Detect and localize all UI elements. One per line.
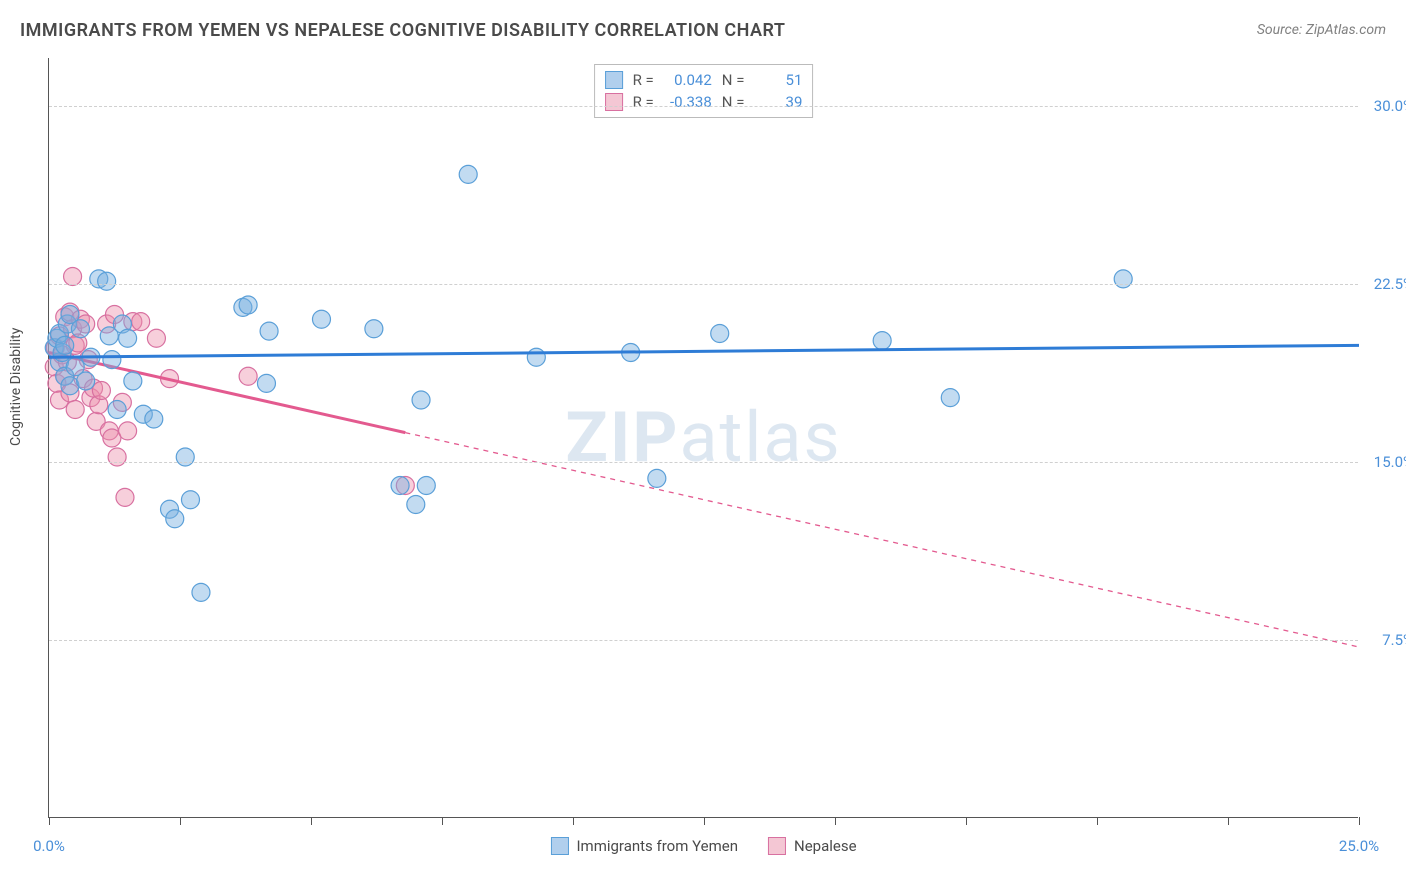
- x-tick: [704, 817, 705, 825]
- chart-container: IMMIGRANTS FROM YEMEN VS NEPALESE COGNIT…: [0, 0, 1406, 892]
- scatter-point: [119, 422, 137, 440]
- chart-title: IMMIGRANTS FROM YEMEN VS NEPALESE COGNIT…: [20, 20, 786, 41]
- scatter-point: [459, 165, 477, 183]
- scatter-point: [181, 491, 199, 509]
- gridline-h: [49, 284, 1358, 285]
- scatter-point: [711, 325, 729, 343]
- scatter-point: [119, 329, 137, 347]
- scatter-point: [239, 367, 257, 385]
- scatter-point: [92, 382, 110, 400]
- source-attribution: Source: ZipAtlas.com: [1257, 22, 1386, 38]
- y-tick-label: 30.0%: [1374, 97, 1406, 115]
- scatter-point: [77, 372, 95, 390]
- x-tick: [311, 817, 312, 825]
- x-tick: [1228, 817, 1229, 825]
- legend-series-item: Nepalese: [768, 837, 857, 855]
- x-tick: [49, 817, 50, 825]
- scatter-point: [407, 496, 425, 514]
- scatter-point: [108, 448, 126, 466]
- y-tick-label: 22.5%: [1374, 275, 1406, 293]
- legend-r-value: -0.338: [664, 93, 712, 111]
- scatter-point: [108, 401, 126, 419]
- y-tick-label: 15.0%: [1374, 453, 1406, 471]
- gridline-h: [49, 462, 1358, 463]
- scatter-point: [71, 320, 89, 338]
- scatter-point: [239, 296, 257, 314]
- y-axis-label: Cognitive Disability: [8, 328, 24, 446]
- legend-swatch: [605, 93, 623, 111]
- scatter-point: [365, 320, 383, 338]
- legend-series-label: Nepalese: [794, 837, 857, 855]
- scatter-point: [257, 374, 275, 392]
- x-tick: [180, 817, 181, 825]
- plot-area: ZIPatlas R =0.042N =51R =-0.338N =39 Imm…: [48, 58, 1358, 818]
- scatter-point: [312, 310, 330, 328]
- scatter-point: [145, 410, 163, 428]
- legend-swatch: [605, 71, 623, 89]
- plot-svg: [49, 58, 1358, 817]
- scatter-point: [417, 477, 435, 495]
- legend-series: Immigrants from Yemen Nepalese: [550, 837, 856, 855]
- scatter-point: [873, 332, 891, 350]
- legend-n-value: 51: [754, 71, 802, 89]
- x-tick-label: 25.0%: [1339, 837, 1379, 855]
- legend-r-label: R =: [633, 71, 654, 89]
- scatter-point: [192, 583, 210, 601]
- y-tick-label: 7.5%: [1382, 631, 1406, 649]
- scatter-point: [56, 336, 74, 354]
- scatter-point: [132, 313, 150, 331]
- regression-line-extrapolated: [405, 433, 1359, 647]
- x-tick: [573, 817, 574, 825]
- scatter-point: [98, 272, 116, 290]
- scatter-point: [391, 477, 409, 495]
- scatter-point: [103, 351, 121, 369]
- gridline-h: [49, 106, 1358, 107]
- scatter-point: [941, 389, 959, 407]
- scatter-point: [147, 329, 165, 347]
- x-tick-label: 0.0%: [33, 837, 65, 855]
- x-tick: [835, 817, 836, 825]
- gridline-h: [49, 640, 1358, 641]
- legend-stats-row: R = -0.338 N = 39: [605, 91, 803, 113]
- scatter-point: [412, 391, 430, 409]
- scatter-point: [1114, 270, 1132, 288]
- scatter-point: [116, 488, 134, 506]
- legend-n-label: N =: [722, 93, 745, 111]
- legend-r-value: 0.042: [664, 71, 712, 89]
- scatter-point: [648, 469, 666, 487]
- x-tick: [966, 817, 967, 825]
- legend-swatch: [550, 837, 568, 855]
- regression-line: [49, 345, 1359, 357]
- scatter-point: [166, 510, 184, 528]
- legend-n-label: N =: [722, 71, 745, 89]
- legend-n-value: 39: [754, 93, 802, 111]
- legend-r-label: R =: [633, 93, 654, 111]
- legend-series-item: Immigrants from Yemen: [550, 837, 738, 855]
- legend-stats-row: R = 0.042 N = 51: [605, 69, 803, 91]
- legend-swatch: [768, 837, 786, 855]
- scatter-point: [176, 448, 194, 466]
- scatter-point: [527, 348, 545, 366]
- legend-stats: R = 0.042 N = 51 R = -0.338 N = 39: [594, 64, 814, 118]
- x-tick: [442, 817, 443, 825]
- x-tick: [1359, 817, 1360, 825]
- scatter-point: [66, 401, 84, 419]
- legend-series-label: Immigrants from Yemen: [576, 837, 738, 855]
- scatter-point: [124, 372, 142, 390]
- scatter-point: [260, 322, 278, 340]
- x-tick: [1097, 817, 1098, 825]
